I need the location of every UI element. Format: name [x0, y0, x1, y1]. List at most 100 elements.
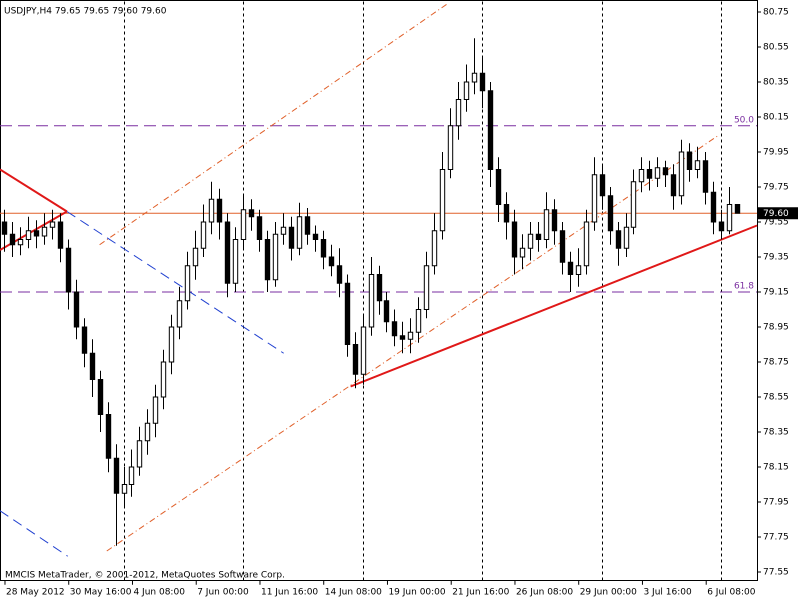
candle-body	[49, 221, 56, 228]
trend-line	[106, 135, 718, 552]
candle-body	[559, 230, 566, 263]
candle-body	[200, 221, 207, 249]
y-tick-label: 77.55	[763, 568, 789, 578]
candle-body	[17, 239, 24, 246]
y-tick-label: 78.75	[763, 358, 789, 368]
candle-body	[208, 198, 215, 223]
candle-body	[105, 414, 112, 459]
candle-body	[575, 265, 582, 275]
candle-body	[240, 209, 247, 240]
candle-body	[328, 256, 335, 267]
y-tick-label: 78.95	[763, 323, 789, 333]
y-tick-label: 79.35	[763, 253, 789, 263]
y-tick-label: 77.75	[763, 533, 789, 543]
candle-body	[136, 440, 143, 468]
candle-body	[25, 230, 32, 240]
candle-body	[360, 326, 367, 375]
candle-body	[607, 195, 614, 232]
y-tick-label: 78.55	[763, 393, 789, 403]
candle-body	[383, 300, 390, 323]
y-tick-label: 78.15	[763, 463, 789, 473]
candle-body	[670, 174, 677, 197]
candle-body	[296, 216, 303, 249]
candle-body	[726, 204, 733, 232]
candle-body	[65, 247, 72, 293]
trend-line	[66, 211, 284, 354]
candle-body	[344, 282, 351, 345]
y-tick-label: 80.35	[763, 78, 789, 88]
candle-body	[97, 379, 104, 415]
candle-body	[168, 326, 175, 363]
candle-body	[519, 247, 526, 258]
candle-body	[399, 335, 406, 340]
candle-body	[89, 352, 96, 380]
x-tick-label: 21 Jun 16:00	[452, 587, 509, 597]
candle-body	[543, 209, 550, 240]
candle-body	[376, 274, 383, 302]
candle-body	[615, 230, 622, 249]
candle-body	[734, 204, 741, 214]
x-tick-label: 4 Jun 08:00	[133, 587, 185, 597]
x-tick-label: 3 Jul 16:00	[643, 587, 692, 597]
candle-body	[551, 209, 558, 232]
candle-body	[407, 331, 414, 340]
x-tick-label: 29 Jun 00:00	[580, 587, 637, 597]
candle-body	[391, 321, 398, 337]
candle-body	[128, 466, 135, 485]
candle-body	[320, 239, 327, 258]
price-label: 79.60	[763, 209, 789, 219]
candle-body	[495, 169, 502, 205]
candle-body	[33, 230, 40, 237]
candle-body	[144, 422, 151, 442]
candle-body	[654, 167, 661, 179]
x-tick-label: 26 Jun 08:00	[516, 587, 573, 597]
candle-body	[9, 233, 16, 246]
x-tick-label: 28 May 2012	[6, 587, 65, 597]
y-tick-label: 79.15	[763, 288, 789, 298]
candle-body	[121, 484, 128, 494]
candle-body	[535, 233, 542, 240]
candle-body	[224, 221, 231, 284]
candle-body	[336, 265, 343, 284]
candle-body	[463, 81, 470, 100]
candle-body	[471, 72, 478, 83]
candle-body	[599, 174, 606, 197]
candle-body	[176, 300, 183, 328]
candle-body	[718, 221, 725, 232]
candle-body	[312, 233, 319, 240]
y-tick-label: 80.15	[763, 113, 789, 123]
trend-line	[0, 168, 68, 213]
candle-body	[264, 239, 271, 281]
candle-body	[288, 226, 295, 249]
trend-line	[0, 510, 69, 557]
x-tick-label: 19 Jun 00:00	[388, 587, 445, 597]
candle-body	[152, 396, 159, 424]
candle-body	[415, 309, 422, 333]
candle-body	[623, 226, 630, 249]
candle-body	[662, 167, 669, 176]
fib-label: 61.8	[734, 282, 754, 292]
candle-body	[638, 169, 645, 183]
candle-body	[423, 265, 430, 310]
candle-body	[160, 361, 167, 398]
price-label-box	[758, 207, 798, 220]
x-tick-label: 6 Jul 08:00	[707, 587, 756, 597]
candle-body	[232, 239, 239, 284]
candle-body	[280, 226, 287, 235]
candle-body	[503, 204, 510, 223]
trend-line	[99, 2, 449, 246]
candle-body	[368, 274, 375, 328]
x-tick-label: 11 Jun 16:00	[261, 587, 318, 597]
plot-frame	[0, 0, 758, 581]
candle-body	[113, 457, 120, 494]
y-tick-label: 79.95	[763, 148, 789, 158]
trend-line	[350, 224, 758, 388]
candle-body	[304, 216, 311, 235]
x-tick-label: 14 Jun 08:00	[325, 587, 382, 597]
fib-label: 50.0	[734, 115, 754, 125]
y-tick-label: 79.55	[763, 218, 789, 228]
candle-body	[694, 160, 701, 170]
candle-body	[184, 265, 191, 302]
candle-body	[686, 151, 693, 170]
